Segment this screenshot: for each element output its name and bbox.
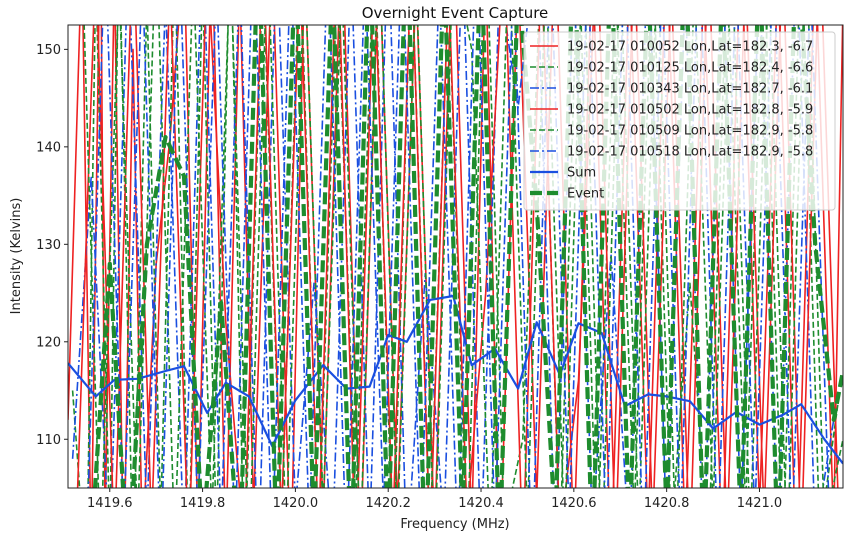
legend-entry: 19-02-17 010343 Lon,Lat=182.7, -6.1 [567,82,813,97]
y-tick-label: 150 [36,43,61,58]
x-tick-label: 1419.8 [180,496,226,511]
y-axis-ticks: 110 120 130 140 150 [36,43,68,448]
legend: 19-02-17 010052 Lon,Lat=182.3, -6.7 19-02… [523,31,836,211]
x-axis-label: Frequency (MHz) [400,517,509,532]
x-tick-label: 1419.6 [87,496,133,511]
legend-entry: 19-02-17 010502 Lon,Lat=182.8, -5.9 [567,103,813,118]
series-line-7 [68,294,843,465]
x-axis-ticks: 1419.6 1419.8 1420.0 1420.2 1420.4 1420.6 1420… [87,488,782,511]
chart-title: Overnight Event Capture [362,4,549,22]
x-tick-label: 1420.0 [273,496,319,511]
legend-entry: 19-02-17 010518 Lon,Lat=182.9, -5.8 [567,145,813,160]
plot-frame [67,24,844,489]
y-tick-label: 110 [36,433,61,448]
legend-entry: Sum [567,166,596,181]
x-tick-label: 1420.8 [644,496,690,511]
series-line-5 [83,25,843,488]
x-tick-label: 1420.6 [551,496,597,511]
x-tick-label: 1421.0 [737,496,783,511]
legend-entry: 19-02-17 010125 Lon,Lat=182.4, -6.6 [567,61,813,76]
y-tick-label: 120 [36,335,61,350]
y-axis-label: Intensity (Kelvins) [9,198,24,315]
legend-box [523,31,836,211]
y-tick-label: 140 [36,140,61,155]
y-tick-label: 130 [36,238,61,253]
x-tick-label: 1420.4 [458,496,504,511]
x-tick-label: 1420.2 [365,496,411,511]
legend-entry: 19-02-17 010509 Lon,Lat=182.9, -5.8 [567,124,813,139]
legend-entry: Event [567,187,604,202]
legend-entry: 19-02-17 010052 Lon,Lat=182.3, -6.7 [567,40,813,55]
